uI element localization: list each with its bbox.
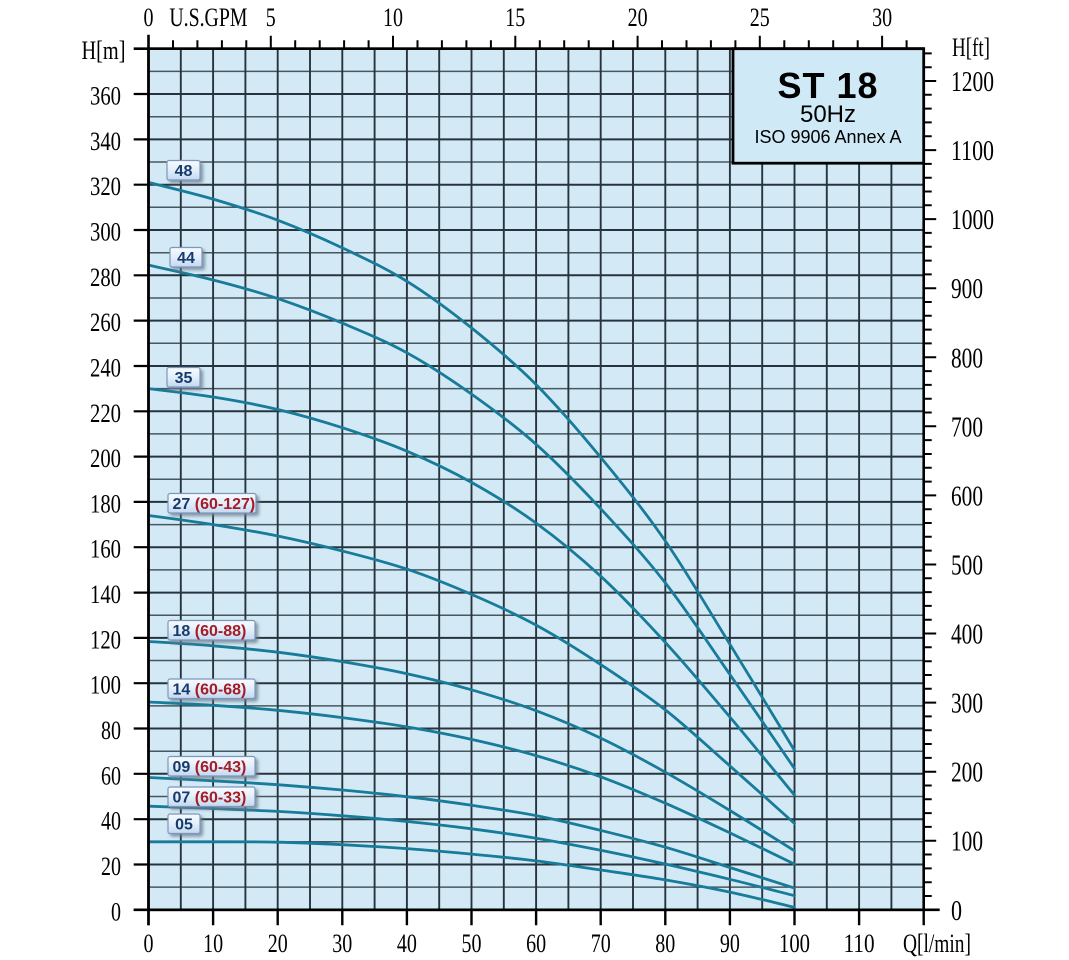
svg-text:05: 05: [175, 816, 193, 833]
svg-text:10: 10: [383, 3, 403, 32]
svg-text:50: 50: [462, 929, 482, 958]
svg-text:09 (60-43): 09 (60-43): [173, 759, 247, 776]
svg-text:60: 60: [526, 929, 546, 958]
svg-text:70: 70: [591, 929, 611, 958]
svg-text:10: 10: [203, 929, 223, 958]
svg-text:0: 0: [144, 3, 154, 32]
svg-text:280: 280: [90, 263, 121, 292]
svg-text:20: 20: [628, 3, 648, 32]
svg-text:340: 340: [90, 127, 121, 156]
svg-text:200: 200: [90, 444, 121, 473]
svg-text:15: 15: [505, 3, 525, 32]
svg-text:50Hz: 50Hz: [800, 101, 856, 128]
svg-text:160: 160: [90, 535, 121, 564]
svg-text:500: 500: [951, 551, 983, 582]
svg-text:40: 40: [101, 807, 121, 836]
svg-text:20: 20: [268, 929, 288, 958]
svg-text:30: 30: [332, 929, 352, 958]
svg-text:900: 900: [951, 274, 983, 305]
svg-text:48: 48: [175, 163, 193, 180]
svg-text:80: 80: [101, 716, 121, 745]
svg-text:35: 35: [175, 370, 193, 387]
svg-text:100: 100: [779, 929, 810, 958]
svg-text:30: 30: [872, 3, 892, 32]
svg-text:240: 240: [90, 354, 121, 383]
svg-text:ST 18: ST 18: [777, 65, 878, 106]
svg-text:100: 100: [951, 827, 983, 858]
svg-text:200: 200: [951, 758, 983, 789]
svg-text:ISO 9906 Annex A: ISO 9906 Annex A: [754, 127, 901, 147]
svg-text:1200: 1200: [951, 67, 994, 98]
svg-text:0: 0: [111, 897, 121, 926]
svg-text:140: 140: [90, 580, 121, 609]
svg-text:1000: 1000: [951, 205, 994, 236]
svg-text:800: 800: [951, 343, 983, 374]
svg-text:110: 110: [844, 929, 875, 958]
svg-text:300: 300: [951, 689, 983, 720]
svg-text:100: 100: [90, 671, 121, 700]
svg-text:180: 180: [90, 489, 121, 518]
svg-text:0: 0: [144, 929, 154, 958]
svg-text:700: 700: [951, 412, 983, 443]
svg-text:5: 5: [266, 3, 276, 32]
svg-text:260: 260: [90, 308, 121, 337]
svg-text:220: 220: [90, 399, 121, 428]
svg-text:1100: 1100: [951, 136, 994, 167]
svg-text:60: 60: [101, 761, 121, 790]
svg-text:Q[l/min]: Q[l/min]: [903, 929, 971, 958]
svg-text:14 (60-68): 14 (60-68): [173, 681, 247, 698]
svg-text:44: 44: [177, 250, 195, 267]
svg-text:07 (60-33): 07 (60-33): [173, 789, 247, 806]
svg-text:20: 20: [101, 852, 121, 881]
svg-text:25: 25: [750, 3, 770, 32]
svg-text:120: 120: [90, 625, 121, 654]
svg-text:40: 40: [397, 929, 417, 958]
svg-text:80: 80: [655, 929, 675, 958]
svg-text:400: 400: [951, 620, 983, 651]
svg-text:18 (60-88): 18 (60-88): [173, 623, 247, 640]
svg-text:320: 320: [90, 172, 121, 201]
svg-text:H[m]: H[m]: [82, 36, 126, 65]
svg-text:U.S.GPM: U.S.GPM: [169, 3, 247, 32]
svg-text:600: 600: [951, 481, 983, 512]
svg-text:27 (60-127): 27 (60-127): [173, 496, 256, 513]
svg-text:300: 300: [90, 218, 121, 247]
svg-text:0: 0: [951, 896, 962, 927]
svg-text:360: 360: [90, 82, 121, 111]
svg-text:90: 90: [720, 929, 740, 958]
svg-text:H[ft]: H[ft]: [952, 33, 990, 62]
